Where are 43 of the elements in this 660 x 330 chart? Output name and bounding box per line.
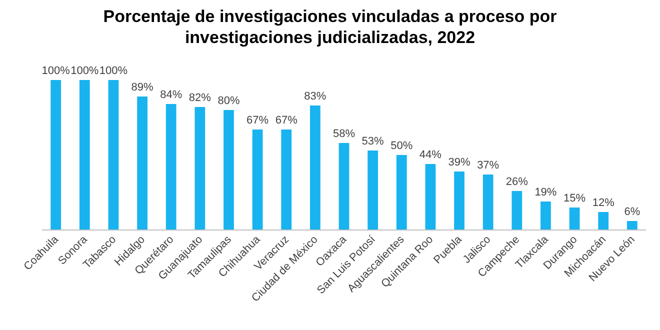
bar [79,80,90,230]
data-label: 12% [592,197,615,209]
data-label: 67% [275,114,298,126]
bar [540,202,551,230]
bar [626,221,638,230]
bar [368,150,378,230]
data-label: 26% [506,176,528,188]
bar [512,191,522,230]
data-label: 53% [362,136,384,148]
data-label: 80% [218,95,240,107]
bar [108,80,119,230]
data-label: 82% [188,92,212,104]
data-label: 83% [304,90,326,102]
data-label: 44% [419,149,442,161]
bar [454,172,464,230]
data-label: 100% [70,65,99,77]
bar [252,130,263,230]
bar [338,143,350,230]
bar [50,80,62,230]
bar [281,130,292,230]
data-label: 6% [624,206,640,218]
data-label: 100% [99,65,128,77]
bar [310,106,320,230]
bar [194,107,206,230]
bar [396,155,407,230]
data-label: 100% [42,65,70,77]
data-label: 58% [332,128,356,140]
data-label: 84% [160,89,182,101]
data-label: 89% [131,82,154,94]
bar [569,208,580,230]
data-label: 39% [448,156,470,168]
bar [482,174,494,230]
bar [425,164,436,230]
data-label: 50% [390,140,413,152]
bar [166,104,176,230]
data-label: 37% [477,160,500,172]
bar [137,96,148,230]
data-label: 67% [246,114,269,126]
chart-title: Porcentaje de investigaciones vinculadas a proceso por investigaciones judicializadas, 2022 [103,7,558,47]
data-label: 19% [534,186,557,198]
bar [224,110,234,230]
bar [598,212,609,230]
data-label: 15% [564,192,586,204]
